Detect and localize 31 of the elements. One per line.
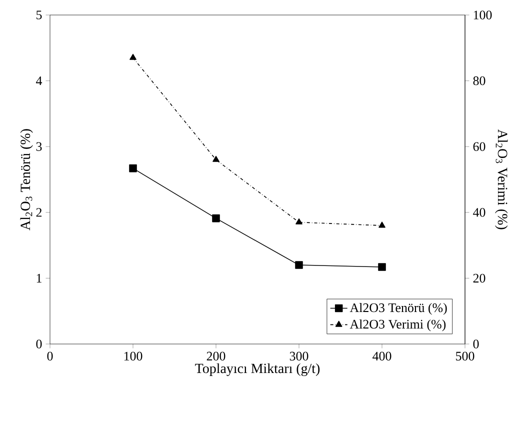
point (295, 261, 303, 269)
y-tick-label: 3 (36, 142, 42, 151)
point (296, 218, 302, 224)
point (130, 54, 136, 60)
x-tick-label: 200 (206, 352, 226, 361)
point (212, 156, 220, 162)
y-tick-label: 2 (36, 208, 42, 217)
x-tick-label: 400 (372, 352, 392, 361)
point (212, 214, 220, 222)
y2-axis-title: Al$_{2}$O$_{3}$ Verimi (%) (495, 129, 508, 230)
y2-tick-label: 0 (473, 340, 479, 348)
y2-tick-label: 100 (474, 10, 492, 20)
point (129, 164, 137, 172)
y-tick-label: 4 (36, 76, 42, 86)
y-tick-label: 5 (36, 10, 42, 20)
y2-tick-label: 60 (473, 142, 486, 151)
y-tick-label: 1 (36, 274, 42, 282)
legend-label: Al2O3 Tenörü (%) (350, 303, 447, 315)
y-tick-label: 0 (36, 340, 42, 348)
y2-tick-label: 40 (473, 208, 486, 217)
y2-tick-label: 20 (473, 274, 486, 283)
x-tick-label: 0 (47, 352, 53, 361)
x-tick-label: 300 (290, 352, 308, 361)
y2-tick-label: 80 (473, 76, 486, 86)
point (378, 222, 386, 228)
x-tick-label: 500 (456, 352, 474, 361)
legend-label: Al2O3 Verimi (%) (350, 319, 446, 332)
y-axis-title: Al$_{2}$O$_{3}$ Tenörü (%) (20, 129, 33, 230)
point (378, 263, 386, 271)
x-tick-label: 100 (124, 352, 142, 361)
x-axis-title: Toplayıcı Miktarı (g/t) (195, 363, 320, 376)
